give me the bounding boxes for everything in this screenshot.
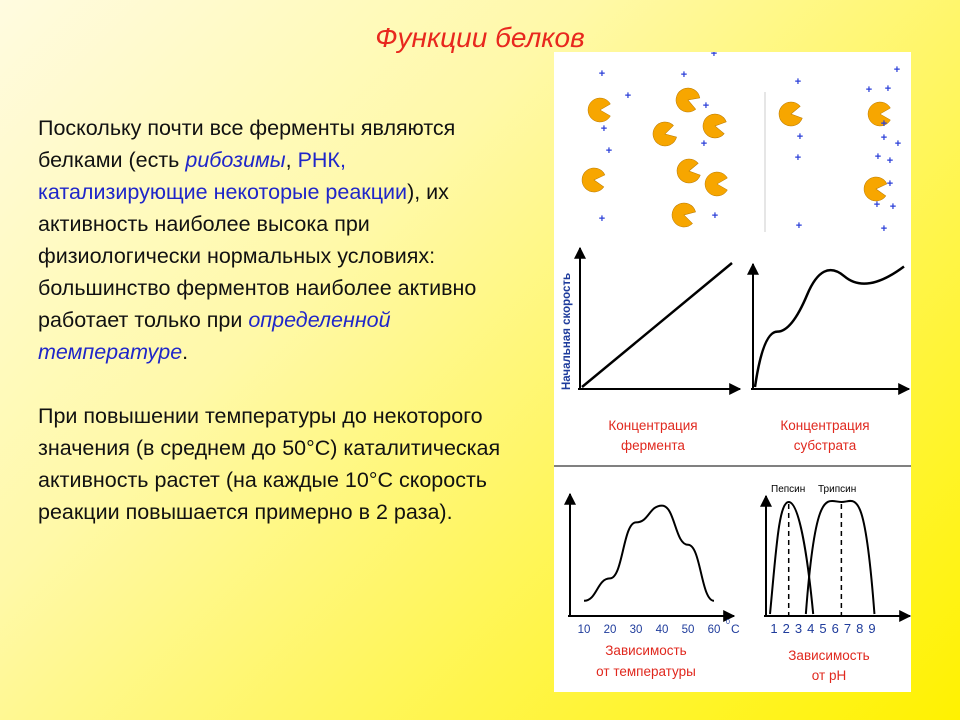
temp-tick-label: 10 xyxy=(578,624,591,636)
ph-tick-label: 9 xyxy=(868,621,875,636)
rna-catalysis-text: РНК, катализирующие некоторые реакции xyxy=(38,148,408,204)
p1-a: Поскольку почти все ферменты являются бе… xyxy=(38,116,456,172)
substrate-marker: + xyxy=(599,68,605,80)
temp-tick-label: 60 xyxy=(708,624,721,636)
paragraph-2: При повышении температуры до некоторого … xyxy=(38,404,501,524)
ph-tick-label: 7 xyxy=(844,621,851,636)
substrate-marker: + xyxy=(712,210,718,222)
ph-tick-label: 1 xyxy=(770,621,777,636)
substrate-marker: + xyxy=(796,220,802,232)
pepsin-curve xyxy=(769,500,815,615)
enzyme-shape xyxy=(587,97,611,123)
substrate-marker: + xyxy=(887,178,893,190)
body-text: Поскольку почти все ферменты являются бе… xyxy=(38,112,508,528)
ph-tick-label: 3 xyxy=(795,621,802,636)
ph-tick-label: 2 xyxy=(783,621,790,636)
slide-title: Функции белков xyxy=(375,22,585,53)
enzyme-shape xyxy=(704,171,728,197)
substrate-conc-label-2: субстрата xyxy=(794,438,857,453)
substrate-marker: + xyxy=(701,138,707,150)
specific-temperature-term: определенной температуре xyxy=(38,308,391,364)
substrate-marker: + xyxy=(625,90,631,102)
g2-substrate-curve xyxy=(753,265,905,388)
ph-tick-label: 5 xyxy=(819,621,826,636)
temp-tick-label: 20 xyxy=(604,624,617,636)
substrate-marker: + xyxy=(795,152,801,164)
substrate-marker: + xyxy=(894,64,900,76)
substrate-marker: + xyxy=(601,123,607,135)
substrate-marker: + xyxy=(711,52,717,60)
enzyme-shape xyxy=(702,113,727,139)
g1-enzyme-line xyxy=(581,262,733,388)
enzyme-shape xyxy=(671,202,696,228)
substrate-marker: + xyxy=(875,151,881,163)
enzyme-shape xyxy=(867,101,891,127)
substrate-marker: + xyxy=(885,83,891,95)
ph-dependence-label-2: от рН xyxy=(812,668,846,683)
substrate-marker: + xyxy=(881,223,887,235)
temp-dependence-label-1: Зависимость xyxy=(605,643,686,658)
enzyme-shape xyxy=(652,121,677,147)
g3-temperature-curve xyxy=(583,504,715,602)
substrate-marker: + xyxy=(606,145,612,157)
temp-dependence-label-2: от температуры xyxy=(596,664,696,679)
enzyme-figure: +++++++++ ++++ +++++ ++ +++ +++ Начальная ско… xyxy=(554,52,911,683)
substrate-marker: + xyxy=(795,76,801,88)
substrate-marker: + xyxy=(797,131,803,143)
temperature-tick-labels: 10 20 30 40 50 60 xyxy=(578,624,721,636)
enzyme-shape xyxy=(778,101,803,127)
substrate-marker: + xyxy=(874,199,880,211)
substrate-marker: + xyxy=(895,138,901,150)
substrate-marker: + xyxy=(703,100,709,112)
p1-g: . xyxy=(182,340,189,364)
ph-tick-label: 8 xyxy=(856,621,863,636)
temp-tick-label: 30 xyxy=(630,624,643,636)
substrate-marker: + xyxy=(890,201,896,213)
enzyme-shape xyxy=(676,158,701,184)
ribozymes-term: рибозимы xyxy=(185,148,286,172)
substrate-illustration: +++++++++ ++++ +++++ ++ +++ +++ xyxy=(599,52,901,235)
p1-e: ), их активность наиболее высока при физ… xyxy=(38,180,477,332)
ph-tick-label: 6 xyxy=(832,621,839,636)
trypsin-label: Трипсин xyxy=(818,484,856,495)
paragraph-1: Поскольку почти все ферменты являются бе… xyxy=(38,112,508,368)
temp-unit: С xyxy=(731,622,740,636)
substrate-conc-label-1: Концентрация xyxy=(780,418,869,433)
temp-tick-label: 50 xyxy=(682,624,695,636)
ph-dependence-label-1: Зависимость xyxy=(788,648,869,663)
substrate-marker: + xyxy=(887,155,893,167)
y-axis-label: Начальная скорость xyxy=(561,273,573,390)
substrate-marker: + xyxy=(599,213,605,225)
enzyme-conc-label-2: фермента xyxy=(621,438,685,453)
enzyme-shape xyxy=(863,176,888,202)
enzyme-shape xyxy=(675,87,701,113)
substrate-marker: + xyxy=(681,69,687,81)
temp-tick-label: 40 xyxy=(656,624,669,636)
trypsin-curve xyxy=(804,499,876,615)
temp-unit-degree: 0 xyxy=(726,619,730,626)
enzyme-shape xyxy=(581,167,606,193)
pepsin-label: Пепсин xyxy=(771,484,805,495)
enzyme-illustration xyxy=(581,87,891,228)
enzyme-conc-label-1: Концентрация xyxy=(608,418,697,433)
ph-tick-label: 4 xyxy=(807,621,814,636)
substrate-marker: + xyxy=(881,132,887,144)
substrate-marker: + xyxy=(866,84,872,96)
p1-c: , xyxy=(285,148,298,172)
enzyme-figure-panel: + + + + + + + + + + + + + + + + + + + + + + + + + + Начальная ско… xyxy=(554,52,911,692)
substrate-marker: + xyxy=(881,118,887,130)
